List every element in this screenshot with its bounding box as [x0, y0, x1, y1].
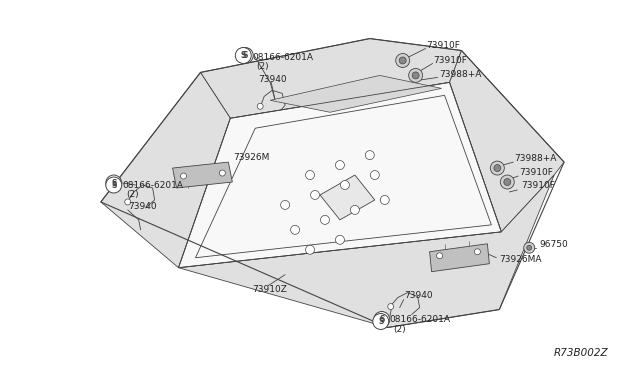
- Text: S: S: [379, 315, 385, 324]
- Circle shape: [374, 311, 390, 327]
- Text: 73910Z: 73910Z: [252, 285, 287, 294]
- Circle shape: [281, 201, 290, 209]
- Circle shape: [494, 164, 501, 171]
- Polygon shape: [173, 162, 232, 188]
- Polygon shape: [179, 175, 554, 327]
- Circle shape: [340, 180, 349, 189]
- Circle shape: [380, 195, 389, 205]
- Text: S: S: [111, 180, 116, 189]
- Text: 73988+A: 73988+A: [440, 70, 482, 79]
- Text: 73940: 73940: [129, 202, 157, 211]
- Circle shape: [527, 245, 532, 250]
- Text: (2): (2): [394, 325, 406, 334]
- Circle shape: [335, 235, 344, 244]
- Circle shape: [412, 72, 419, 79]
- Text: 73926MA: 73926MA: [499, 255, 542, 264]
- Circle shape: [504, 179, 511, 186]
- Polygon shape: [449, 51, 564, 232]
- Text: 08166-6201A: 08166-6201A: [123, 180, 184, 189]
- Circle shape: [490, 161, 504, 175]
- Circle shape: [365, 151, 374, 160]
- Text: 73940: 73940: [404, 291, 433, 300]
- Circle shape: [125, 199, 131, 205]
- Text: 73988+A: 73988+A: [515, 154, 557, 163]
- Circle shape: [220, 170, 225, 176]
- Circle shape: [236, 48, 252, 64]
- Circle shape: [371, 170, 380, 180]
- Circle shape: [305, 170, 314, 180]
- Text: 08166-6201A: 08166-6201A: [252, 53, 313, 62]
- Circle shape: [399, 57, 406, 64]
- Circle shape: [310, 190, 319, 199]
- Text: 73940: 73940: [258, 75, 287, 84]
- Polygon shape: [200, 39, 461, 118]
- Text: (2): (2): [256, 62, 269, 71]
- Circle shape: [396, 54, 410, 67]
- Text: S: S: [111, 179, 116, 187]
- Circle shape: [373, 314, 388, 330]
- Text: 73910F: 73910F: [433, 56, 467, 65]
- Circle shape: [257, 103, 263, 109]
- Text: 73910F: 73910F: [521, 182, 555, 190]
- Text: S: S: [243, 51, 248, 60]
- Polygon shape: [101, 73, 230, 268]
- Circle shape: [180, 173, 186, 179]
- Text: S: S: [241, 51, 246, 60]
- Text: S: S: [378, 317, 383, 326]
- Circle shape: [409, 68, 422, 82]
- Circle shape: [474, 249, 481, 255]
- Circle shape: [106, 177, 122, 193]
- Text: 08166-6201A: 08166-6201A: [390, 315, 451, 324]
- Text: 96750: 96750: [539, 240, 568, 249]
- Text: 73910F: 73910F: [519, 167, 553, 177]
- Polygon shape: [270, 76, 442, 112]
- Circle shape: [291, 225, 300, 234]
- Circle shape: [388, 304, 394, 310]
- Circle shape: [305, 245, 314, 254]
- Polygon shape: [429, 244, 490, 272]
- Circle shape: [500, 175, 515, 189]
- Polygon shape: [179, 82, 501, 268]
- Circle shape: [237, 48, 253, 64]
- Text: (2): (2): [127, 190, 140, 199]
- Circle shape: [321, 215, 330, 224]
- Circle shape: [106, 175, 122, 191]
- Circle shape: [335, 161, 344, 170]
- Text: 73926M: 73926M: [234, 153, 269, 161]
- Circle shape: [436, 253, 442, 259]
- Circle shape: [524, 242, 534, 253]
- Text: R73B002Z: R73B002Z: [554, 348, 609, 358]
- Text: 73910F: 73910F: [427, 41, 460, 50]
- Circle shape: [350, 205, 359, 214]
- Polygon shape: [320, 175, 375, 220]
